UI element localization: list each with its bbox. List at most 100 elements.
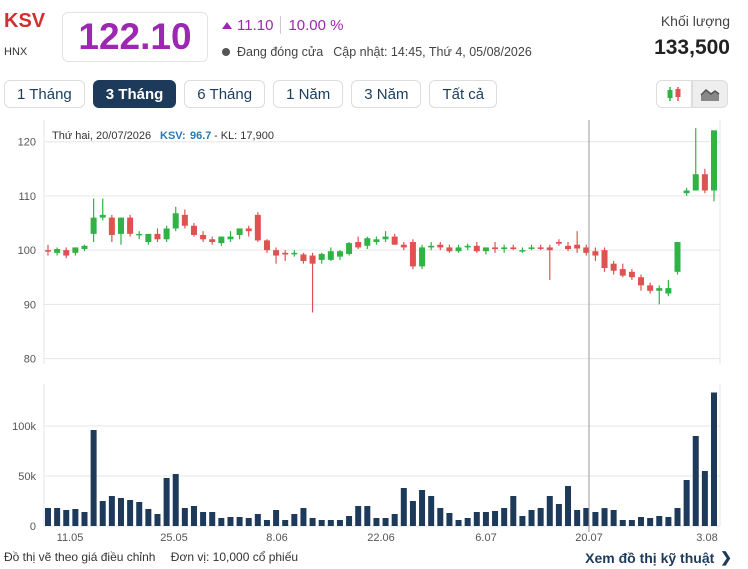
tab-all[interactable]: Tất cả bbox=[429, 80, 498, 108]
candle-body bbox=[473, 245, 480, 252]
candle-body bbox=[282, 252, 289, 255]
x-tick-label: 6.07 bbox=[475, 532, 496, 544]
candle-body bbox=[163, 228, 170, 240]
candle-body bbox=[218, 236, 225, 244]
candle-body bbox=[300, 254, 307, 261]
volume-bar bbox=[136, 502, 143, 526]
volume-bar bbox=[546, 496, 553, 526]
volume-bar bbox=[227, 517, 234, 526]
volume-bar bbox=[492, 511, 499, 526]
candle-body bbox=[154, 233, 161, 240]
volume-bar bbox=[565, 486, 572, 526]
tab-1-year[interactable]: 1 Năm bbox=[273, 80, 344, 108]
candle-body bbox=[519, 250, 526, 252]
candle-body bbox=[610, 263, 617, 271]
volume-bar bbox=[482, 512, 489, 526]
candle-body bbox=[619, 269, 626, 276]
volume-bar bbox=[409, 501, 416, 526]
candle-body bbox=[391, 236, 398, 245]
volume-bar bbox=[154, 514, 161, 526]
volume-bar bbox=[382, 518, 389, 526]
x-tick-label: 11.05 bbox=[57, 532, 84, 544]
candle-body bbox=[555, 242, 562, 244]
volume-bar bbox=[364, 506, 371, 526]
volume-bar bbox=[519, 516, 526, 526]
candle-body bbox=[336, 251, 343, 257]
exchange-label: HNX bbox=[4, 46, 28, 58]
candle-body bbox=[145, 233, 152, 242]
volume-bar bbox=[537, 508, 544, 526]
x-tick-label: 22.06 bbox=[367, 532, 395, 544]
tooltip-volume: - KL: 17,900 bbox=[214, 130, 274, 142]
tab-6-months[interactable]: 6 Tháng bbox=[184, 80, 266, 108]
candle-body bbox=[172, 213, 179, 229]
volume-bar bbox=[200, 512, 207, 526]
period-tabs: 1 Tháng 3 Tháng 6 Tháng 1 Năm 3 Năm Tất … bbox=[4, 80, 505, 108]
technical-chart-label: Xem đồ thị kỹ thuật bbox=[585, 549, 715, 566]
area-chart-button[interactable] bbox=[692, 80, 728, 108]
volume-bar bbox=[373, 518, 380, 526]
candle-body bbox=[574, 244, 581, 249]
x-tick-label: 25.05 bbox=[160, 532, 188, 544]
candle-body bbox=[364, 238, 371, 246]
volume-label: Khối lượng bbox=[660, 13, 730, 29]
volume-bar bbox=[163, 478, 170, 526]
candle-body bbox=[711, 130, 717, 191]
volume-bar bbox=[610, 510, 617, 526]
price-volume-chart[interactable]: 80 90 100 110 120 0 50k 100k 11.05 25.05 8.06 22.06… bbox=[0, 114, 748, 546]
tab-3-months[interactable]: 3 Tháng bbox=[92, 80, 177, 108]
change-value: 11.10 bbox=[237, 16, 274, 34]
status-dot-icon bbox=[222, 48, 230, 56]
volume-bar bbox=[400, 488, 407, 526]
volume-bar bbox=[346, 516, 353, 526]
candle-body bbox=[482, 247, 489, 252]
candle-body bbox=[701, 174, 708, 191]
area-chart-icon bbox=[700, 88, 720, 101]
candle-body bbox=[628, 271, 635, 278]
price-tick-label: 120 bbox=[18, 137, 36, 149]
price-change: 11.10 10.00 % bbox=[222, 16, 343, 34]
volume-bar bbox=[437, 508, 444, 526]
chart-footer: Đồ thị vẽ theo giá điều chỉnh Đơn vị: 10… bbox=[4, 550, 298, 564]
candle-body bbox=[54, 249, 61, 253]
tooltip-symbol: KSV: bbox=[160, 130, 186, 142]
volume-bar bbox=[674, 508, 681, 526]
volume-bar bbox=[282, 520, 289, 526]
volume-bar bbox=[665, 517, 672, 526]
candle-body bbox=[254, 214, 261, 241]
candle-body bbox=[565, 245, 572, 250]
volume-bar bbox=[318, 520, 325, 526]
volume-bar bbox=[683, 480, 690, 526]
candle-body bbox=[674, 242, 681, 272]
volume-bar bbox=[117, 498, 124, 526]
change-percent: 10.00 % bbox=[288, 16, 344, 34]
candle-body bbox=[318, 253, 325, 260]
volume-bar bbox=[273, 510, 280, 526]
candle-body bbox=[409, 242, 416, 267]
volume-bar bbox=[428, 496, 435, 526]
volume-bar bbox=[81, 512, 88, 526]
candle-body bbox=[309, 255, 316, 264]
volume-bar bbox=[419, 490, 426, 526]
volume-bar bbox=[574, 510, 581, 526]
volume-bar bbox=[190, 506, 197, 526]
volume-bar bbox=[90, 430, 97, 526]
volume-bar bbox=[236, 517, 243, 526]
volume-bar bbox=[555, 504, 562, 526]
candle-body bbox=[492, 247, 499, 250]
candle-body bbox=[209, 239, 216, 242]
candle-body bbox=[99, 214, 106, 218]
volume-bar bbox=[54, 508, 61, 526]
candle-body bbox=[428, 245, 435, 248]
volume-bar bbox=[218, 518, 225, 526]
candle-body bbox=[537, 247, 544, 249]
volume-bar bbox=[711, 392, 717, 526]
technical-chart-link[interactable]: Xem đồ thị kỹ thuật ❯ bbox=[585, 549, 732, 566]
candle-body bbox=[501, 247, 508, 250]
tab-1-month[interactable]: 1 Tháng bbox=[4, 80, 85, 108]
volume-bar bbox=[692, 436, 699, 526]
tab-3-years[interactable]: 3 Năm bbox=[351, 80, 422, 108]
candlestick-chart-button[interactable] bbox=[656, 80, 692, 108]
price-tick-label: 90 bbox=[24, 299, 36, 311]
chevron-right-icon: ❯ bbox=[720, 549, 732, 565]
